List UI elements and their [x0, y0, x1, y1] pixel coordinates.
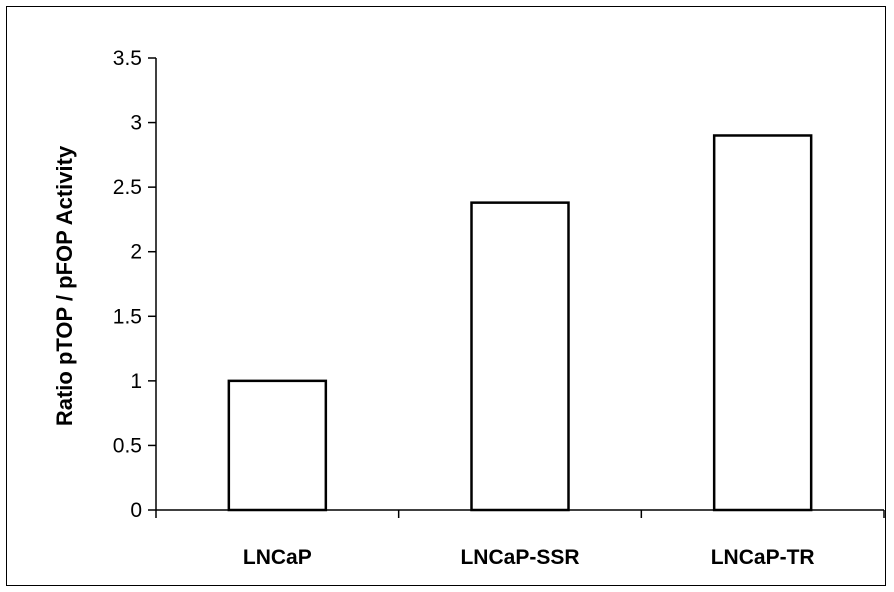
- y-tick-label: 1: [130, 370, 142, 393]
- x-category-label: LNCaP-SSR: [460, 546, 579, 569]
- x-category-label: LNCaP-TR: [711, 546, 815, 569]
- y-axis-title: Ratio pTOP / pFOP Activity: [52, 145, 77, 426]
- y-axis: 0 0.5 1 1.5 2 2.5 3 3.5: [113, 47, 157, 522]
- bar-lncap-tr: [712, 134, 813, 512]
- y-tick-label: 3: [130, 112, 142, 135]
- bar-lncap: [227, 379, 328, 512]
- x-category-label: LNCaP: [243, 546, 312, 569]
- bars: [227, 134, 813, 512]
- x-axis: LNCaP LNCaP-SSR LNCaP-TR: [155, 509, 885, 569]
- y-tick-label: 1.5: [113, 305, 142, 328]
- y-tick-label: 2.5: [113, 176, 142, 199]
- y-tick-label: 2: [130, 241, 142, 264]
- y-tick-label: 0: [130, 499, 142, 522]
- y-tick-label: 0.5: [113, 434, 142, 457]
- y-tick-label: 3.5: [113, 47, 142, 70]
- bar-lncap-ssr: [470, 201, 570, 512]
